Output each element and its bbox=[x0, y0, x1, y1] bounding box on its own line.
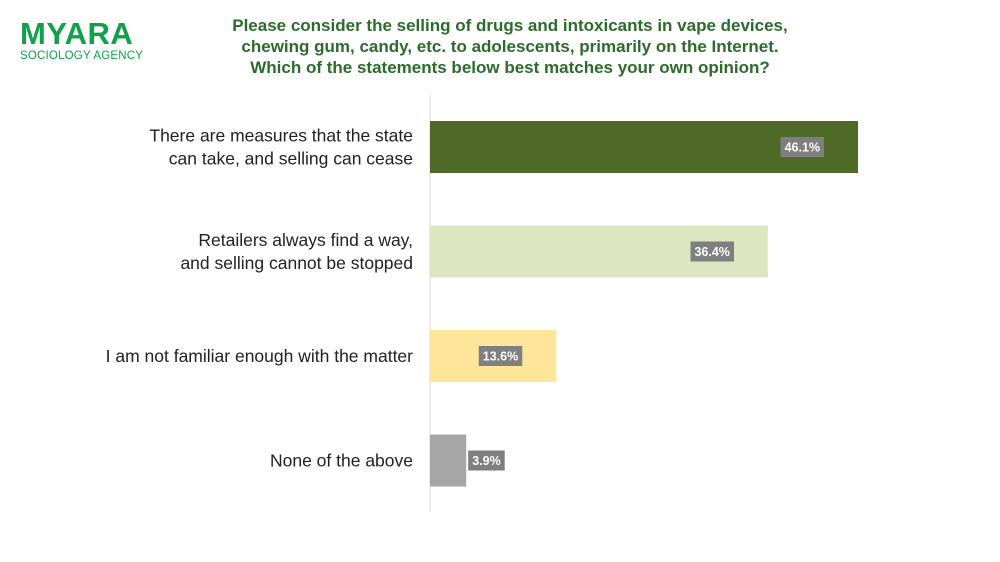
category-label-1-line-1: There are measures that the state bbox=[149, 126, 413, 146]
logo-wordmark: MYARA bbox=[20, 16, 134, 51]
chart-title-line-1: Please consider the selling of drugs and… bbox=[232, 16, 788, 35]
data-label-box-3 bbox=[478, 346, 523, 366]
data-label-box-1 bbox=[780, 137, 824, 157]
category-label-4-line-1: None of the above bbox=[270, 451, 413, 471]
bar-4 bbox=[430, 434, 467, 487]
brand-logo: MYARA SOCIOLOGY AGENCY bbox=[20, 18, 160, 63]
data-label-4: 3.9% bbox=[472, 454, 501, 468]
data-label-box-2 bbox=[690, 241, 734, 262]
data-label-1: 46.1% bbox=[785, 141, 820, 155]
category-label-2-line-1: Retailers always find a way, bbox=[198, 230, 413, 250]
data-label-2: 36.4% bbox=[694, 245, 729, 259]
logo-subtitle: SOCIOLOGY AGENCY bbox=[20, 50, 144, 62]
category-label-2-line-2: and selling cannot be stopped bbox=[180, 253, 413, 273]
data-label-box-4 bbox=[468, 450, 505, 471]
category-label-1-line-2: can take, and selling can cease bbox=[169, 149, 413, 169]
chart-title-line-2: chewing gum, candy, etc. to adolescents,… bbox=[241, 37, 779, 56]
chart-title: Please consider the selling of drugs and… bbox=[170, 15, 850, 78]
chart-title-line-3: Which of the statements below best match… bbox=[250, 58, 770, 77]
category-label-3-line-1: I am not familiar enough with the matter bbox=[106, 346, 414, 366]
data-label-3: 13.6% bbox=[483, 350, 518, 364]
